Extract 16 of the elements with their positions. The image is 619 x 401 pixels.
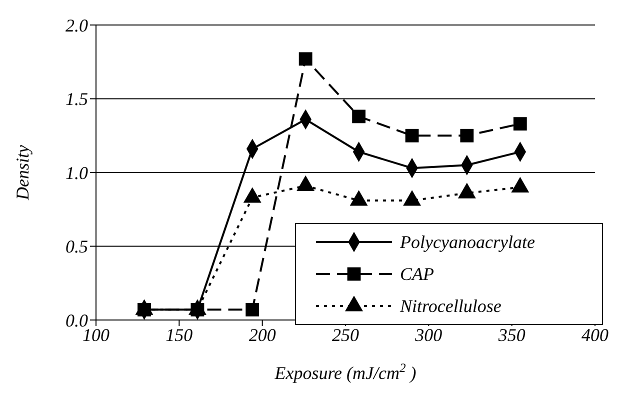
- y-tick-label: 1.0: [66, 162, 88, 183]
- y-tick-label: 0.5: [66, 236, 88, 257]
- legend-label: Nitrocellulose: [400, 296, 502, 316]
- y-tick-label: 0.0: [66, 310, 88, 330]
- y-tick-label: 2.0: [66, 15, 88, 36]
- x-tick-label: 300: [414, 324, 442, 345]
- x-tick-label: 400: [582, 324, 608, 345]
- legend-label: Polycyanoacrylate: [400, 232, 535, 252]
- y-tick-label: 1.5: [66, 89, 88, 110]
- y-axis-title: Density: [12, 144, 32, 201]
- x-tick-label: 250: [332, 324, 359, 345]
- x-tick-label: 350: [497, 324, 526, 345]
- legend-label: CAP: [400, 264, 434, 284]
- x-tick-label: 150: [166, 324, 193, 345]
- x-tick-label: 200: [248, 324, 276, 345]
- x-axis-title: Exposure (mJ/cm$^{2}$ ): [274, 361, 416, 383]
